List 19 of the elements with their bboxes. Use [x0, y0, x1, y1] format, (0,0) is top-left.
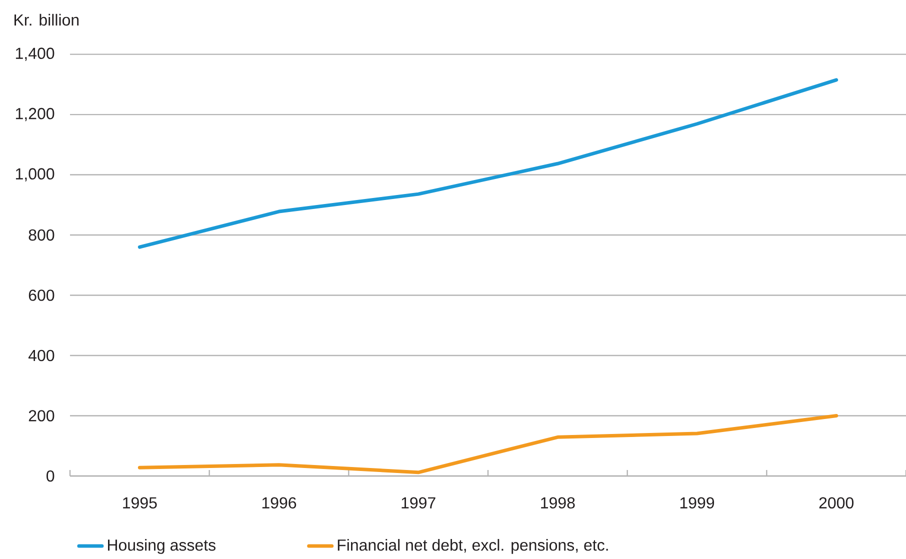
line-series [138, 78, 838, 249]
x-tick-label: 2000 [819, 497, 854, 509]
y-tick-label: 400 [28, 350, 54, 362]
legend-label: Financial net debt, excl. pensions, etc. [338, 539, 608, 554]
x-tick-label: 1999 [680, 497, 714, 509]
y-tick-label: 1,200 [16, 108, 54, 122]
y-tick-label: 600 [28, 290, 54, 301]
legend-label: Housing assets [108, 539, 216, 554]
x-tick-label: 1998 [541, 497, 575, 509]
line-series [138, 414, 838, 474]
y-axis-title: Kr. billion [14, 14, 79, 26]
x-tick-label: 1997 [402, 497, 436, 509]
y-tick-label: 0 [46, 470, 54, 482]
x-tick-label: 1995 [123, 497, 157, 509]
y-tick-label: 1,000 [16, 168, 54, 182]
y-tick-label: 1,400 [16, 48, 54, 61]
y-tick-label: 200 [28, 410, 54, 422]
y-tick-label: 800 [28, 229, 54, 241]
x-tick-label: 1996 [262, 497, 296, 509]
